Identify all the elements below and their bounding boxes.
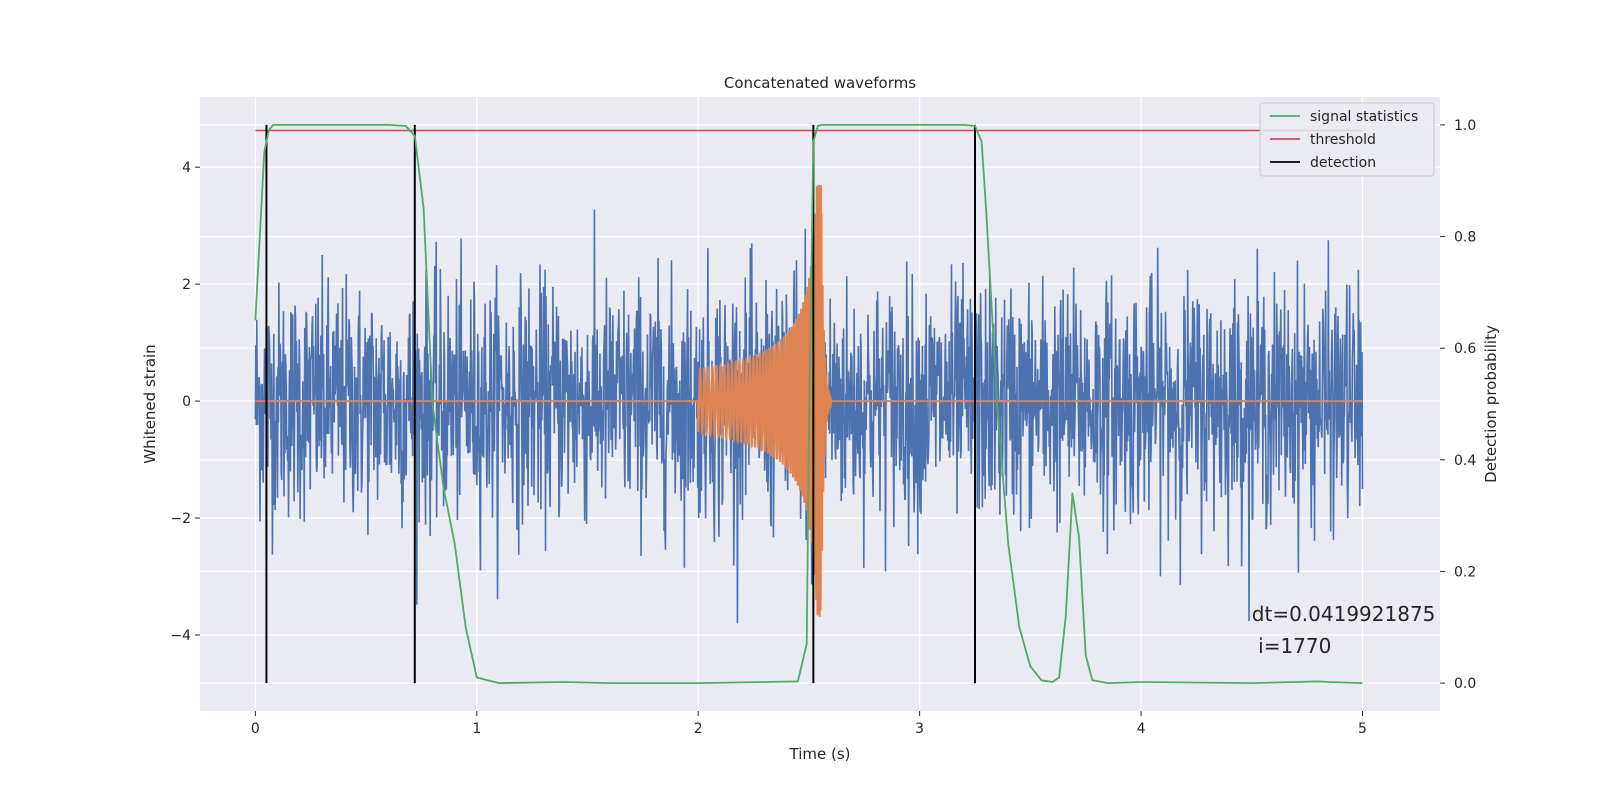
- y-tick-label: 2: [182, 277, 191, 293]
- y-axis-right: 0.0 0.2 0.4 0.6 0.8 1.0: [1440, 118, 1476, 692]
- annotation-i: i=1770: [1252, 634, 1332, 658]
- x-axis-label: Time (s): [789, 745, 851, 763]
- y-tick-label: 0: [182, 394, 191, 410]
- y-tick-label: 4: [182, 160, 191, 176]
- x-tick-label: 2: [694, 721, 703, 737]
- x-tick-label: 0: [251, 721, 260, 737]
- y-tick-label: −2: [170, 511, 191, 527]
- legend-label-detection: detection: [1310, 155, 1376, 171]
- chart-title: Concatenated waveforms: [724, 74, 916, 92]
- series-injected-waveform-chirp: [697, 184, 833, 617]
- y2-tick-label: 0.4: [1454, 453, 1476, 469]
- series-layer: [254, 124, 1364, 684]
- y-tick-label: −4: [170, 628, 191, 644]
- y2-tick-label: 0.0: [1454, 676, 1476, 692]
- x-tick-label: 4: [1137, 721, 1146, 737]
- legend-box: [1259, 102, 1435, 177]
- legend-label-threshold: threshold: [1310, 132, 1376, 148]
- x-axis: 0 1 2 3 4 5: [251, 711, 1367, 737]
- y2-tick-label: 0.2: [1454, 564, 1476, 580]
- y2-tick-label: 0.8: [1454, 230, 1476, 246]
- y2-tick-label: 0.6: [1454, 341, 1476, 357]
- annotation-dt: dt=0.0419921875: [1252, 602, 1436, 626]
- legend-label-signal-statistics: signal statistics: [1310, 109, 1418, 125]
- x-tick-label: 3: [915, 721, 924, 737]
- y-axis-label: Whitened strain: [141, 344, 159, 463]
- x-tick-label: 1: [472, 721, 481, 737]
- x-tick-label: 5: [1358, 721, 1367, 737]
- y-axis-left: −4 −2 0 2 4: [170, 160, 200, 644]
- series-signal-statistics: [254, 124, 1363, 684]
- legend: signal statistics threshold detection: [1259, 102, 1435, 177]
- y2-axis-label: Detection probability: [1482, 325, 1500, 483]
- y2-tick-label: 1.0: [1454, 118, 1476, 134]
